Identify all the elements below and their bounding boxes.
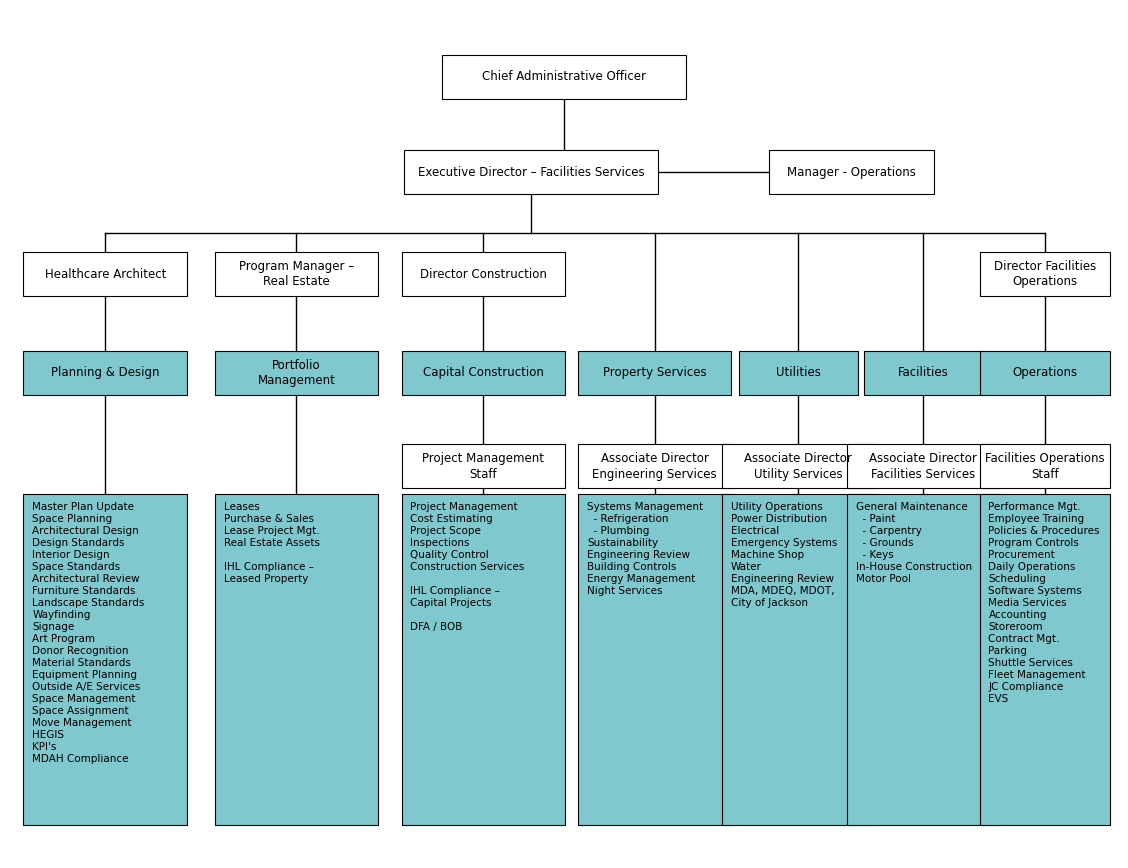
- FancyBboxPatch shape: [402, 494, 565, 825]
- FancyBboxPatch shape: [847, 494, 999, 825]
- FancyBboxPatch shape: [864, 351, 982, 395]
- FancyBboxPatch shape: [847, 444, 999, 489]
- Text: General Maintenance
  - Paint
  - Carpentry
  - Grounds
  - Keys
In-House Constr: General Maintenance - Paint - Carpentry …: [856, 502, 972, 584]
- FancyBboxPatch shape: [768, 150, 934, 194]
- Text: Manager - Operations: Manager - Operations: [787, 166, 916, 179]
- FancyBboxPatch shape: [404, 150, 658, 194]
- Text: Project Management
Staff: Project Management Staff: [422, 452, 545, 481]
- Text: Operations: Operations: [1012, 366, 1077, 379]
- Text: Director Construction: Director Construction: [420, 267, 547, 280]
- FancyBboxPatch shape: [579, 444, 731, 489]
- FancyBboxPatch shape: [739, 351, 858, 395]
- Text: Master Plan Update
Space Planning
Architectural Design
Design Standards
Interior: Master Plan Update Space Planning Archit…: [33, 502, 144, 764]
- Text: Utilities: Utilities: [776, 366, 821, 379]
- Text: Associate Director
Engineering Services: Associate Director Engineering Services: [592, 452, 717, 481]
- FancyBboxPatch shape: [979, 494, 1110, 825]
- FancyBboxPatch shape: [214, 351, 378, 395]
- FancyBboxPatch shape: [722, 494, 874, 825]
- FancyBboxPatch shape: [579, 351, 731, 395]
- FancyBboxPatch shape: [24, 351, 187, 395]
- Text: Healthcare Architect: Healthcare Architect: [44, 267, 166, 280]
- Text: Facilities: Facilities: [898, 366, 949, 379]
- Text: Chief Administrative Officer: Chief Administrative Officer: [482, 70, 646, 83]
- FancyBboxPatch shape: [979, 444, 1110, 489]
- FancyBboxPatch shape: [24, 494, 187, 825]
- Text: Director Facilities
Operations: Director Facilities Operations: [994, 260, 1096, 288]
- FancyBboxPatch shape: [402, 351, 565, 395]
- Text: Project Management
Cost Estimating
Project Scope
Inspections
Quality Control
Con: Project Management Cost Estimating Proje…: [411, 502, 525, 632]
- Text: Utility Operations
Power Distribution
Electrical
Emergency Systems
Machine Shop
: Utility Operations Power Distribution El…: [731, 502, 837, 608]
- Text: Associate Director
Utility Services: Associate Director Utility Services: [744, 452, 853, 481]
- Text: Associate Director
Facilities Services: Associate Director Facilities Services: [870, 452, 977, 481]
- FancyBboxPatch shape: [214, 494, 378, 825]
- FancyBboxPatch shape: [24, 252, 187, 296]
- Text: Leases
Purchase & Sales
Lease Project Mgt.
Real Estate Assets

IHL Compliance –
: Leases Purchase & Sales Lease Project Mg…: [223, 502, 319, 584]
- FancyBboxPatch shape: [214, 252, 378, 296]
- Text: Program Manager –
Real Estate: Program Manager – Real Estate: [239, 260, 354, 288]
- Text: Performance Mgt.
Employee Training
Policies & Procedures
Program Controls
Procur: Performance Mgt. Employee Training Polic…: [988, 502, 1100, 704]
- Text: Facilities Operations
Staff: Facilities Operations Staff: [985, 452, 1104, 481]
- Text: Capital Construction: Capital Construction: [423, 366, 544, 379]
- Text: Portfolio
Management: Portfolio Management: [257, 358, 335, 387]
- Text: Executive Director – Facilities Services: Executive Director – Facilities Services: [417, 166, 644, 179]
- FancyBboxPatch shape: [579, 494, 731, 825]
- FancyBboxPatch shape: [402, 252, 565, 296]
- FancyBboxPatch shape: [402, 444, 565, 489]
- Text: Property Services: Property Services: [602, 366, 706, 379]
- FancyBboxPatch shape: [979, 351, 1110, 395]
- FancyBboxPatch shape: [722, 444, 874, 489]
- FancyBboxPatch shape: [979, 252, 1110, 296]
- Text: Systems Management
  - Refrigeration
  - Plumbing
Sustainability
Engineering Rev: Systems Management - Refrigeration - Plu…: [588, 502, 704, 596]
- FancyBboxPatch shape: [442, 55, 686, 99]
- Text: Planning & Design: Planning & Design: [51, 366, 159, 379]
